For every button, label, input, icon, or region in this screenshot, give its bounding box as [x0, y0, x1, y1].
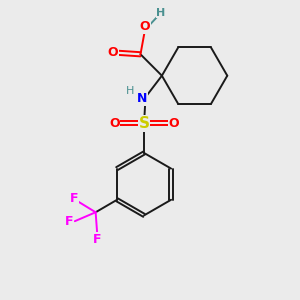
Text: F: F [65, 215, 74, 228]
Text: H: H [156, 8, 165, 18]
Text: N: N [137, 92, 147, 105]
Text: O: O [169, 117, 179, 130]
Text: S: S [139, 116, 150, 131]
Text: O: O [109, 117, 120, 130]
Text: O: O [140, 20, 150, 33]
Text: F: F [93, 232, 101, 245]
Text: F: F [69, 192, 78, 206]
Text: H: H [126, 85, 134, 96]
Text: O: O [107, 46, 118, 59]
